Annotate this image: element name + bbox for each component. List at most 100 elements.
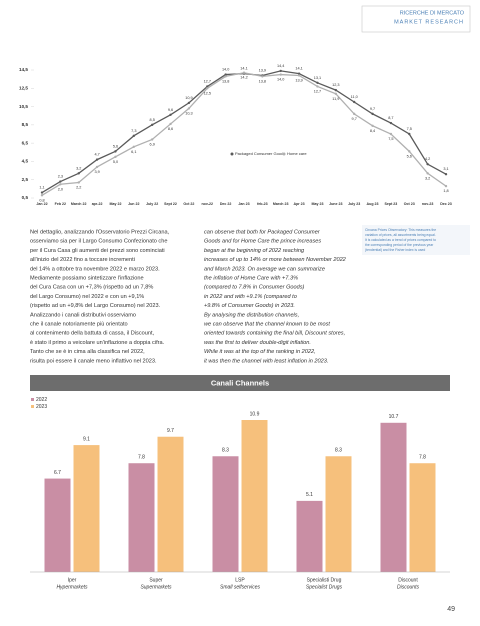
x-tick-label: feb-23 xyxy=(257,202,268,206)
note-text: variation of prices, all assortments bei… xyxy=(365,233,436,237)
y-tick-label: 6,5 xyxy=(22,140,29,145)
y-tick-label: 2,5 xyxy=(22,177,29,182)
body-text-it: risulta poi essere il canale meno inflat… xyxy=(30,358,157,364)
value-label: 13,1 xyxy=(314,76,321,80)
value-label: 9,7 xyxy=(370,107,375,111)
legend-swatch xyxy=(282,152,286,156)
x-tick-label: Aug 23 xyxy=(367,202,379,206)
value-label: 10,9 xyxy=(185,96,192,100)
point xyxy=(132,134,136,138)
x-tick-label: Oct 22 xyxy=(183,202,194,206)
point xyxy=(316,81,319,85)
value-label: 4,2 xyxy=(425,157,430,161)
value-label: 6,1 xyxy=(131,150,136,154)
y-tick-label: 12,5 xyxy=(19,86,28,91)
point xyxy=(279,69,282,73)
value-label: 13,9 xyxy=(259,68,266,72)
point xyxy=(59,183,62,186)
category-translation: Specialist Drugs xyxy=(306,584,343,590)
value-label: 1,1 xyxy=(39,186,44,190)
value-label: 8.3 xyxy=(222,448,229,454)
point xyxy=(40,191,44,194)
point xyxy=(334,92,338,95)
y-tick-label: 0,5 xyxy=(22,195,29,200)
value-label: 2,0 xyxy=(58,187,63,191)
bar xyxy=(44,478,71,572)
value-label: 14,4 xyxy=(277,64,284,68)
value-label: 12,3 xyxy=(332,83,339,87)
point xyxy=(77,172,80,175)
value-label: 3,1 xyxy=(443,167,448,171)
value-label: 9,6 xyxy=(168,108,173,112)
point xyxy=(426,172,429,175)
value-label: 5,6 xyxy=(407,154,412,158)
body-text-it: è stato il primo a veicolare un'inflazio… xyxy=(30,340,165,346)
x-tick-label: May 22 xyxy=(109,202,121,206)
value-label: 9,7 xyxy=(352,117,357,121)
legend-swatch xyxy=(31,398,34,401)
x-tick-label: nov-23 xyxy=(422,202,434,206)
value-label: 6.7 xyxy=(54,470,61,476)
value-label: 12,5 xyxy=(204,91,211,95)
legend-label: 2023 xyxy=(36,404,47,410)
point xyxy=(150,138,154,141)
point xyxy=(187,101,191,105)
legend-label: 2022 xyxy=(36,397,47,403)
body-text-en: While it was at the top of the ranking i… xyxy=(204,349,316,355)
x-tick-label: March 23 xyxy=(273,202,289,206)
x-tick-label: July 23 xyxy=(348,202,360,206)
bar xyxy=(409,463,436,572)
note-text: Circana Prices Observatory: This measure… xyxy=(365,228,436,232)
y-tick-label: 14,5 xyxy=(19,67,28,72)
bar xyxy=(157,436,184,572)
value-label: 4,7 xyxy=(94,153,99,157)
body-text-it: del Cura Casa con un +7,3% (rispetto ad … xyxy=(30,285,153,291)
point xyxy=(297,72,301,75)
x-tick-label: May 23 xyxy=(311,202,323,206)
value-label: 13,8 xyxy=(222,79,229,83)
point xyxy=(389,132,393,136)
value-label: 7.8 xyxy=(138,455,145,461)
body-text-en: can observe that both for Packaged Consu… xyxy=(204,229,321,235)
note-text: It is calculated as a trend of prices co… xyxy=(365,238,436,242)
point xyxy=(114,150,117,153)
y-tick-label: 10,5 xyxy=(19,104,28,109)
point xyxy=(114,155,117,159)
point xyxy=(206,85,209,88)
body-text-it: (rispetto ad un +9,8% del Largo Consumo)… xyxy=(30,303,161,309)
body-text-it: Analizzando i canali distributivi osserv… xyxy=(30,312,136,318)
point xyxy=(371,112,374,116)
value-label: 10,3 xyxy=(185,111,192,115)
category-translation: Small selfservices xyxy=(220,584,261,590)
value-label: 3,2 xyxy=(425,176,430,180)
x-tick-label: Sept 23 xyxy=(385,202,398,206)
body-text-it: Nel dettaglio, analizzando l'Osservatori… xyxy=(30,229,170,235)
point xyxy=(352,112,356,116)
body-text-it: per il Cura Casa gli aumenti dei prezzi … xyxy=(30,248,165,254)
x-tick-label: Jan 22 xyxy=(36,202,47,206)
point xyxy=(297,74,301,77)
category-label: LSP xyxy=(235,577,245,583)
legend-label: Home care xyxy=(287,151,307,156)
bar xyxy=(380,422,407,572)
body-text-it: del Largo Consumo) nel 2022 e con un +9,… xyxy=(30,294,144,300)
point xyxy=(95,165,99,169)
chart-title: Canali Channels xyxy=(211,378,269,387)
body-text-en: the inflation of Home Care with +7.3% xyxy=(204,275,298,281)
x-tick-label: Jun 22 xyxy=(128,202,139,206)
point xyxy=(206,87,209,90)
value-label: 5,0 xyxy=(113,160,118,164)
bar xyxy=(325,456,352,572)
point xyxy=(334,88,338,92)
x-tick-label: March 22 xyxy=(71,202,87,206)
value-label: 14,2 xyxy=(240,76,247,80)
point xyxy=(261,75,264,78)
legend-label: Packaged Consumer Goods xyxy=(235,151,285,156)
category-translation: Discounts xyxy=(397,584,419,590)
body-text-en: Goods and for Home Care the prince incre… xyxy=(204,239,321,245)
point xyxy=(59,180,62,183)
value-label: 7,5 xyxy=(407,127,412,131)
value-label: 10.7 xyxy=(389,414,399,420)
point xyxy=(279,73,282,76)
header-subtitle: MARKET RESEARCH xyxy=(394,19,464,25)
